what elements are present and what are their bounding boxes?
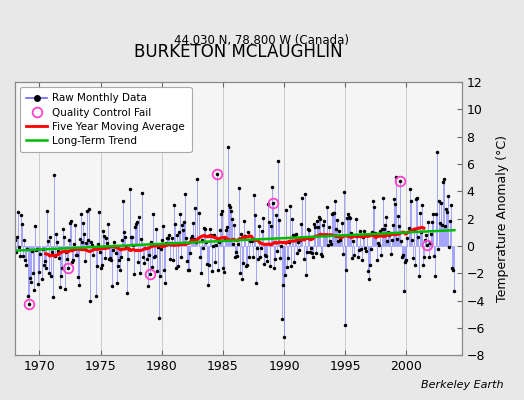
Text: 44.030 N, 78.800 W (Canada): 44.030 N, 78.800 W (Canada) xyxy=(174,34,350,47)
Text: Berkeley Earth: Berkeley Earth xyxy=(421,380,503,390)
Title: BURKETON MCLAUGHLIN: BURKETON MCLAUGHLIN xyxy=(134,43,343,61)
Y-axis label: Temperature Anomaly (°C): Temperature Anomaly (°C) xyxy=(496,135,509,302)
Legend: Raw Monthly Data, Quality Control Fail, Five Year Moving Average, Long-Term Tren: Raw Monthly Data, Quality Control Fail, … xyxy=(20,87,191,152)
